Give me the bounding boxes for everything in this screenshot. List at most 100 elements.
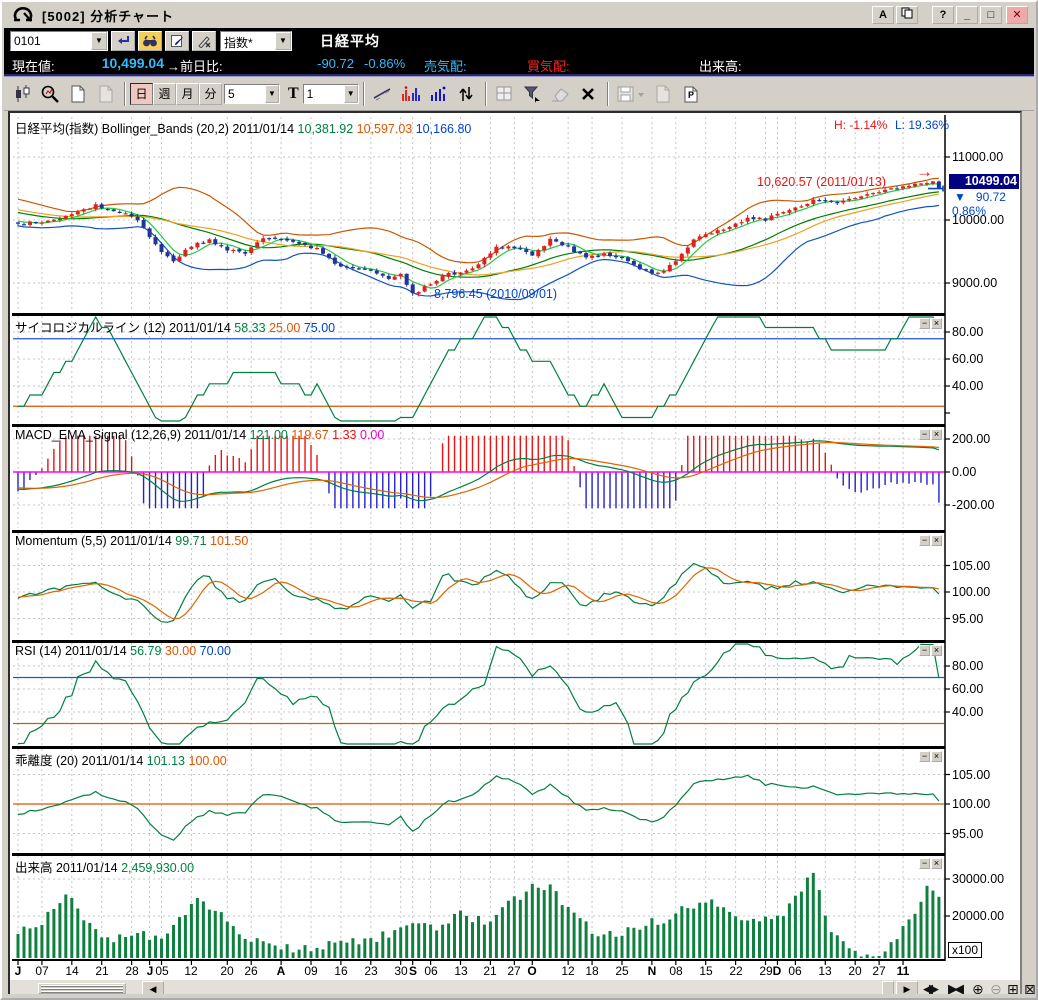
panel-minimize-button[interactable]: − [919,429,930,440]
period-button-2[interactable]: 月 [176,82,199,105]
quote-row: 現在値: 10,499.04 →前日比: -90.72 -0.86% 売気配: … [4,54,1034,74]
panel-close-button[interactable]: × [931,429,942,440]
trendline-tool-icon[interactable] [368,80,396,107]
candlestick-chart-icon[interactable] [8,80,35,107]
minute-value[interactable]: 5 [228,86,235,101]
panel-minimize-button[interactable]: − [919,858,930,869]
close-panel-icon[interactable]: ⊠ [1024,981,1036,997]
index-combo[interactable]: 指数* ▼ [220,31,292,51]
zoom-out-icon-disabled: ⊖ [990,981,1002,997]
header-part: 10,166.80 [415,122,472,136]
y-axis-label: 10000.00 [952,213,1005,227]
bars-dropdown-arrow[interactable]: ▼ [343,84,358,103]
header-part: 日経平均(指数) Bollinger_Bands (20,2) 2011/01/… [15,122,298,136]
code-input[interactable]: 0101 [14,34,41,48]
toolbar-separator [484,81,487,106]
header-part: 2,459,930.00 [121,861,195,875]
period-button-0[interactable]: 日 [130,82,153,105]
x-axis-label: 15 [699,964,713,978]
x-axis-label: 16 [334,964,348,978]
volume-chart-icon[interactable] [424,80,452,107]
enter-button[interactable] [111,31,135,51]
chart-toolbar: 日週月分 5 ▼ T 1 ▼ [4,77,1034,111]
x-axis-label: 12 [561,964,575,978]
print-page-icon[interactable]: P [677,80,705,107]
y-axis-label: 40.00 [952,705,984,719]
panel-close-button[interactable]: × [931,318,942,329]
x-axis-label: 18 [585,964,599,978]
symbol-name: 日経平均 [320,33,380,49]
zoom-in-icon[interactable]: ⊕ [972,981,984,997]
x-axis-label: N [647,964,657,978]
title-bar[interactable]: [5002] 分析チャート A ? _ □ ✕ [4,2,1034,28]
header-part: 30.00 [164,644,200,658]
panel-close-button[interactable]: × [931,535,942,546]
panel-minimize-button[interactable]: − [919,318,930,329]
draw-off-button[interactable] [192,31,216,51]
x-axis-label: 06 [788,964,802,978]
scrollbar-track[interactable] [10,980,1020,998]
panel-layout-icon[interactable]: ⊞ [1007,981,1019,997]
t-label: T [288,84,299,102]
minute-dropdown-arrow[interactable]: ▼ [265,84,279,103]
period-button-3[interactable]: 分 [199,82,222,105]
window-title: [5002] 分析チャート [42,8,175,24]
panel-header-macd: MACD_EMA_Signal (12,26,9) 2011/01/14 121… [15,428,384,442]
panel-minimize-button[interactable]: − [919,751,930,762]
ask-label: 売気配: [424,59,467,74]
x-axis-label: 27 [507,964,521,978]
zoom-icon[interactable] [36,80,63,107]
copy-chart-icon[interactable] [64,80,91,107]
change-label: →前日比: [167,59,223,74]
search-binoculars-button[interactable] [138,31,162,51]
period-button-1[interactable]: 週 [153,82,176,105]
index-dropdown-arrow[interactable]: ▼ [275,32,291,50]
panel-close-button[interactable]: × [931,645,942,656]
header-part: RSI (14) 2011/01/14 [15,644,131,658]
x-axis-label: 14 [65,964,79,978]
memo-edit-button[interactable] [165,31,189,51]
select-tool-icon[interactable] [518,80,546,107]
bars-value[interactable]: 1 [306,86,314,101]
header-part: 75.00 [303,321,336,335]
current-price-value: 10,499.04 [101,55,164,71]
y-axis-label: -200.00 [952,498,995,512]
x-axis-label: 22 [729,964,743,978]
x-axis-label: 09 [304,964,318,978]
x-axis-label: 23 [364,964,378,978]
y-axis-label: 80.00 [952,659,984,673]
sort-arrows-icon[interactable] [452,80,480,107]
x-axis-label: 20 [220,964,234,978]
y-axis-label: 30000.00 [952,872,1005,886]
header-part: 乖離度 (20) 2011/01/14 [15,754,147,768]
scrollbar-grip[interactable] [38,983,126,994]
x-axis-label: 05 [155,964,169,978]
y-axis-label: 105.00 [952,559,991,573]
code-combo[interactable]: 0101 ▼ [10,31,108,51]
panel-close-button[interactable]: × [931,858,942,869]
change-value: -90.72 [317,56,354,71]
maximize-button[interactable]: □ [980,6,1002,24]
header-part: 0.00 [359,428,385,442]
panel-minimize-button[interactable]: − [919,535,930,546]
header-part: 101.13 [146,754,189,768]
panel-minimize-button[interactable]: − [919,645,930,656]
minute-combo[interactable]: 5 ▼ [224,83,280,104]
code-dropdown-arrow[interactable]: ▼ [91,32,107,50]
header-part: 25.00 [269,321,304,335]
bars-combo[interactable]: 1 ▼ [302,83,359,104]
delete-all-icon[interactable] [574,80,602,107]
separator-line [4,74,1034,77]
indicator-chart-icon[interactable] [396,80,424,107]
minimize-button[interactable]: _ [956,6,978,24]
close-button[interactable]: ✕ [1006,6,1028,24]
copy-window-button[interactable] [896,6,918,24]
y-axis-label: 40.00 [952,379,984,393]
help-button[interactable]: ? [932,6,954,24]
header-part: Momentum (5,5) 2011/01/14 [15,534,176,548]
index-select-value[interactable]: 指数* [224,36,253,50]
panel-close-button[interactable]: × [931,751,942,762]
font-button[interactable]: A [872,6,894,24]
current-price-label: 現在値: [12,59,55,74]
